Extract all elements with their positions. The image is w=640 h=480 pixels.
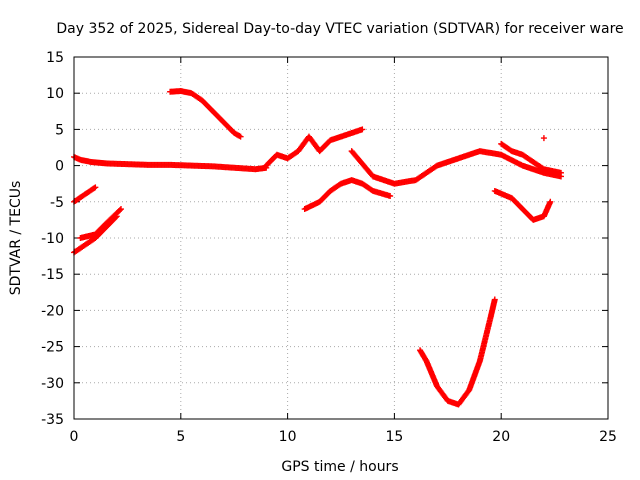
series-seg12 [540, 135, 547, 142]
plot-frame [73, 56, 609, 420]
series-seg9 [417, 296, 498, 408]
chart-title: Day 352 of 2025, Sidereal Day-to-day VTE… [56, 21, 623, 37]
x-axis-label: GPS time / hours [281, 459, 398, 475]
y-tick-label: -25 [41, 340, 64, 356]
y-tick-label: -20 [41, 303, 64, 319]
series-seg11 [498, 140, 565, 176]
y-tick-label: 5 [55, 122, 64, 138]
x-tick-label: 25 [599, 429, 617, 445]
series-seg8 [301, 177, 394, 213]
x-tick-label: 15 [385, 429, 403, 445]
series-seg5 [167, 88, 244, 140]
grid [74, 57, 608, 419]
y-tick-label: -5 [50, 195, 64, 211]
series-seg6 [263, 126, 366, 169]
series-seg4 [77, 206, 124, 241]
x-tick-label: 5 [176, 429, 185, 445]
y-tick-label: 15 [46, 50, 64, 66]
y-tick-label: -10 [41, 231, 64, 247]
y-tick-label: -35 [41, 412, 64, 428]
x-tick-label: 20 [492, 429, 510, 445]
y-axis-label: SDTVAR / TECUs [8, 181, 24, 296]
y-tick-label: -15 [41, 267, 64, 283]
x-tick-label: 10 [279, 429, 297, 445]
x-tick-label: 0 [70, 429, 79, 445]
series-seg7 [348, 148, 565, 187]
y-tick-label: 10 [46, 86, 64, 102]
y-tick-label: 0 [55, 159, 64, 175]
series-seg1 [71, 153, 270, 173]
data-marks [71, 88, 565, 408]
y-tick-label: -30 [41, 376, 64, 392]
axis-ticks: 0 5 10 15 20 25 -35 -30 -25 -20 -15 -10 -5 0 5 10 15 [41, 50, 617, 445]
series-seg10 [491, 187, 554, 223]
